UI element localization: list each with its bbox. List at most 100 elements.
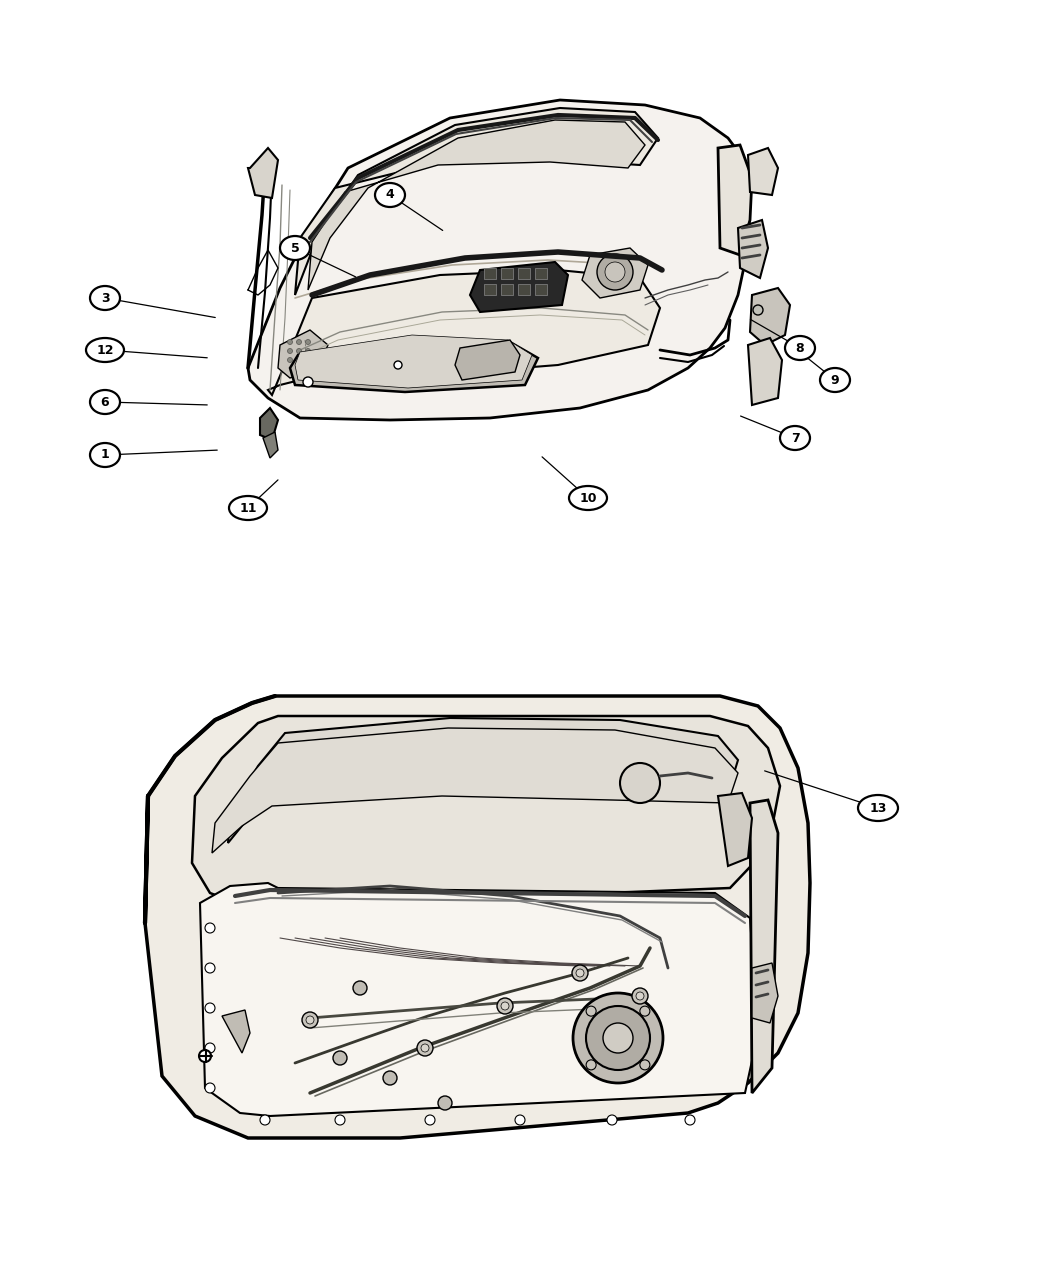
Circle shape: [205, 963, 215, 973]
Circle shape: [639, 1060, 650, 1070]
Ellipse shape: [858, 796, 898, 821]
Polygon shape: [222, 1010, 250, 1053]
Circle shape: [353, 980, 367, 994]
Circle shape: [200, 1051, 211, 1062]
Text: 1: 1: [101, 449, 109, 462]
Ellipse shape: [90, 390, 120, 414]
Polygon shape: [290, 338, 538, 391]
Circle shape: [438, 1096, 452, 1111]
Circle shape: [288, 339, 293, 344]
Circle shape: [383, 1071, 397, 1085]
Polygon shape: [501, 284, 513, 295]
Polygon shape: [295, 335, 532, 388]
Polygon shape: [278, 330, 328, 377]
Circle shape: [586, 1006, 596, 1016]
Circle shape: [501, 1002, 509, 1010]
Polygon shape: [484, 268, 496, 279]
Polygon shape: [470, 261, 568, 312]
Circle shape: [497, 998, 513, 1014]
Ellipse shape: [375, 184, 405, 207]
Circle shape: [639, 1006, 650, 1016]
Ellipse shape: [86, 338, 124, 362]
Polygon shape: [536, 268, 547, 279]
Circle shape: [296, 348, 301, 353]
Circle shape: [205, 1082, 215, 1093]
Circle shape: [425, 1116, 435, 1125]
Text: 6: 6: [101, 395, 109, 408]
Ellipse shape: [785, 337, 815, 360]
Ellipse shape: [90, 442, 120, 467]
Circle shape: [586, 1060, 596, 1070]
Circle shape: [620, 762, 660, 803]
Polygon shape: [750, 288, 790, 346]
Polygon shape: [738, 221, 768, 278]
Circle shape: [607, 1116, 617, 1125]
Circle shape: [576, 969, 584, 977]
Circle shape: [685, 1116, 695, 1125]
Polygon shape: [192, 717, 780, 907]
Circle shape: [303, 377, 313, 388]
Polygon shape: [501, 268, 513, 279]
Polygon shape: [536, 284, 547, 295]
Circle shape: [306, 348, 311, 353]
Circle shape: [205, 923, 215, 933]
Ellipse shape: [780, 426, 810, 450]
Circle shape: [597, 254, 633, 289]
Polygon shape: [248, 99, 750, 419]
Circle shape: [306, 357, 311, 362]
Text: 12: 12: [97, 343, 113, 357]
Polygon shape: [268, 270, 660, 395]
Polygon shape: [248, 148, 278, 198]
Polygon shape: [748, 338, 782, 405]
Circle shape: [394, 361, 402, 368]
Circle shape: [632, 988, 648, 1003]
Circle shape: [288, 348, 293, 353]
Circle shape: [636, 992, 644, 1000]
Polygon shape: [228, 718, 738, 843]
Circle shape: [586, 1006, 650, 1070]
Ellipse shape: [90, 286, 120, 310]
Polygon shape: [518, 268, 530, 279]
Polygon shape: [200, 884, 758, 1116]
Text: 13: 13: [869, 802, 886, 815]
Circle shape: [302, 1012, 318, 1028]
Circle shape: [605, 261, 625, 282]
Text: 3: 3: [101, 292, 109, 305]
Polygon shape: [260, 408, 278, 440]
Circle shape: [421, 1044, 429, 1052]
Circle shape: [333, 1051, 347, 1065]
Polygon shape: [752, 963, 778, 1023]
Polygon shape: [212, 728, 738, 853]
Ellipse shape: [569, 486, 607, 510]
Ellipse shape: [229, 496, 267, 520]
Polygon shape: [262, 432, 278, 458]
Polygon shape: [518, 284, 530, 295]
Polygon shape: [455, 340, 520, 380]
Circle shape: [335, 1116, 345, 1125]
Circle shape: [296, 357, 301, 362]
Circle shape: [205, 1003, 215, 1014]
Text: 10: 10: [580, 491, 596, 505]
Text: 8: 8: [796, 342, 804, 354]
Ellipse shape: [820, 368, 851, 391]
Polygon shape: [582, 249, 648, 298]
Circle shape: [296, 339, 301, 344]
Circle shape: [260, 1116, 270, 1125]
Text: 9: 9: [831, 374, 839, 386]
Circle shape: [573, 993, 663, 1082]
Polygon shape: [484, 284, 496, 295]
Circle shape: [306, 339, 311, 344]
Polygon shape: [750, 799, 778, 1093]
Polygon shape: [145, 696, 810, 1139]
Circle shape: [603, 1023, 633, 1053]
Text: 11: 11: [239, 501, 257, 515]
Circle shape: [753, 305, 763, 315]
Polygon shape: [308, 120, 645, 289]
Circle shape: [288, 357, 293, 362]
Text: 5: 5: [291, 241, 299, 255]
Circle shape: [306, 1016, 314, 1024]
Circle shape: [572, 965, 588, 980]
Circle shape: [417, 1040, 433, 1056]
Polygon shape: [718, 145, 752, 255]
Ellipse shape: [280, 236, 310, 260]
